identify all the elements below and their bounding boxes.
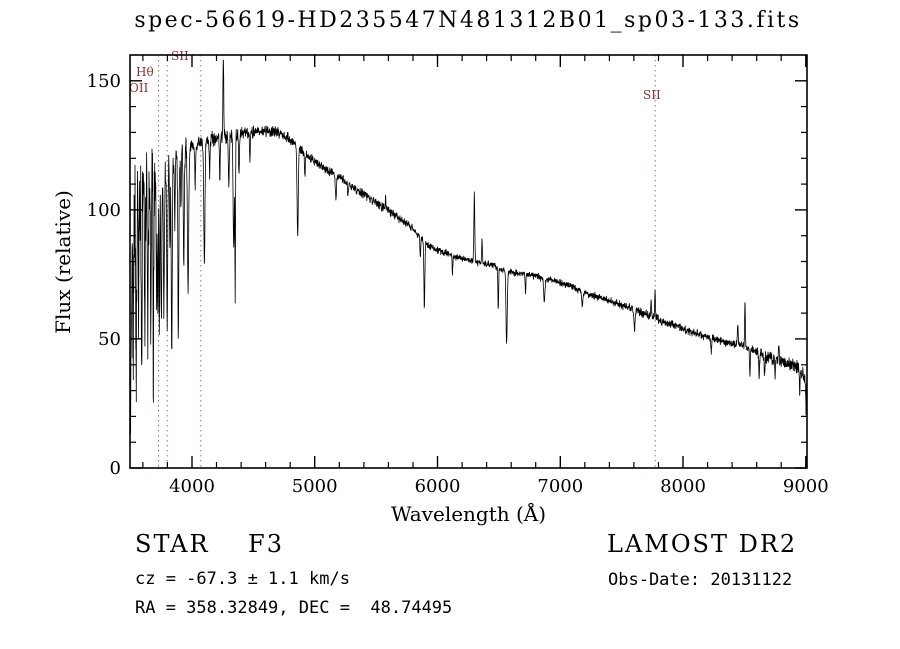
x-tick-label: 4000 xyxy=(169,476,215,497)
y-tick-label: 0 xyxy=(110,458,121,479)
x-tick-label: 5000 xyxy=(292,476,338,497)
ra-dec-text: RA = 358.32849, DEC = 48.74495 xyxy=(135,598,453,618)
y-tick-label: 100 xyxy=(87,200,121,221)
line-marker-label: OII xyxy=(129,81,149,95)
radial-velocity-text: cz = -67.3 ± 1.1 km/s xyxy=(135,569,350,589)
plot-title: spec-56619-HD235547N481312B01_sp03-133.f… xyxy=(134,8,802,33)
x-tick-label: 8000 xyxy=(660,476,706,497)
x-tick-label: 7000 xyxy=(537,476,583,497)
x-tick-label: 6000 xyxy=(415,476,461,497)
x-axis-label: Wavelength (Å) xyxy=(390,502,547,526)
spectrum-trace xyxy=(130,59,808,435)
x-tick-label: 9000 xyxy=(783,476,829,497)
object-class-label: STAR F3 xyxy=(135,530,284,558)
y-tick-label: 50 xyxy=(98,329,121,350)
line-marker-label: SII xyxy=(171,49,189,63)
survey-release-label: LAMOST DR2 xyxy=(607,530,798,558)
obs-date-text: Obs-Date: 20131122 xyxy=(608,570,793,590)
line-marker-label: Hθ xyxy=(136,65,154,79)
y-axis-label: Flux (relative) xyxy=(51,190,75,334)
y-tick-label: 150 xyxy=(87,71,121,92)
line-marker-label: SII xyxy=(643,88,661,102)
